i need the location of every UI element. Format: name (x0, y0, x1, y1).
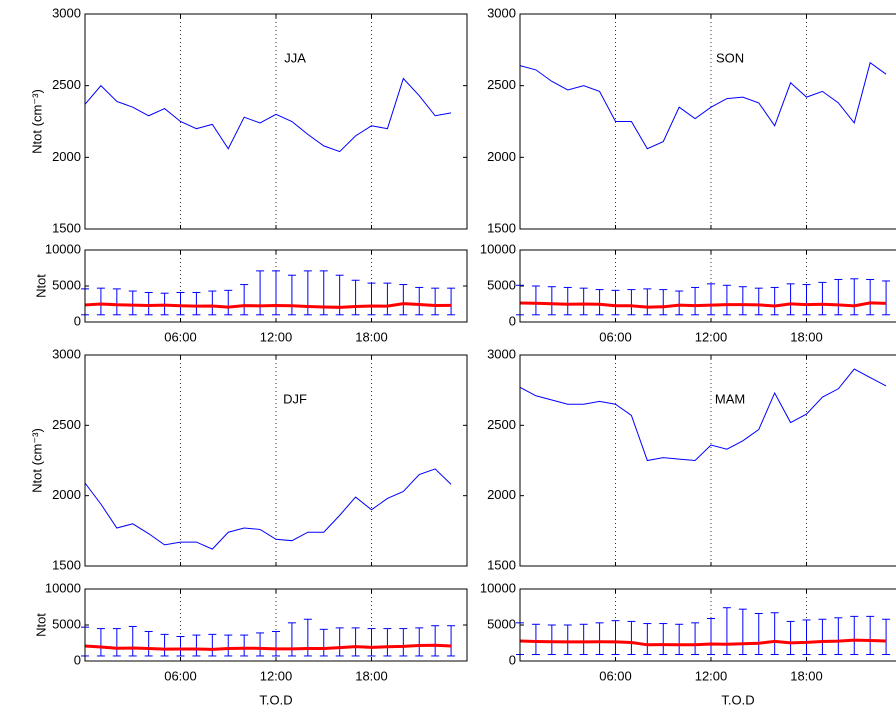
x-tick-label: 06:00 (599, 329, 632, 344)
mean-line (519, 638, 887, 647)
data-line (519, 368, 887, 462)
plot-frame (84, 249, 468, 323)
y-tick-label: 10000 (45, 580, 81, 595)
x-tick-label: 18:00 (790, 329, 823, 344)
y-tick-label: 2000 (487, 149, 516, 164)
y-tick-label: 2500 (487, 417, 516, 432)
x-axis-label: T.O.D (259, 692, 292, 707)
x-tick-label: 06:00 (164, 329, 197, 344)
plot-background (520, 250, 896, 322)
plot-background (520, 589, 896, 661)
y-tick-label: 10000 (480, 241, 516, 256)
y-tick-label: 1500 (52, 557, 81, 572)
x-tick-label: 18:00 (355, 668, 388, 683)
x-tick-label: 06:00 (164, 668, 197, 683)
y-tick-label: 2500 (487, 77, 516, 92)
y-tick-label: 2000 (487, 487, 516, 502)
y-tick-label: 5000 (487, 277, 516, 292)
y-tick-label: 10000 (480, 580, 516, 595)
x-tick-label: 12:00 (695, 668, 728, 683)
plot-background (85, 355, 467, 566)
plot-frame (519, 13, 896, 230)
x-axis-label: T.O.D (721, 692, 754, 707)
y-tick-label: 1500 (487, 220, 516, 235)
plot-frame (84, 354, 468, 567)
y-tick-label: 5000 (487, 616, 516, 631)
panel-title: MAM (715, 391, 745, 406)
plot-background (520, 14, 896, 229)
y-tick-label: 5000 (52, 277, 81, 292)
y-tick-label: 2000 (52, 149, 81, 164)
plot-frame (519, 249, 896, 323)
x-tick-label: 12:00 (260, 329, 293, 344)
y-tick-label: 0 (509, 313, 516, 328)
plot-background (85, 14, 467, 229)
x-tick-label: 06:00 (599, 668, 632, 683)
x-tick-label: 18:00 (355, 329, 388, 344)
y-axis-label: Ntot (33, 274, 48, 298)
y-axis-label: Ntot (cm⁻³) (29, 428, 44, 493)
y-tick-label: 3000 (52, 346, 81, 361)
y-tick-label: 0 (74, 313, 81, 328)
y-tick-label: 1500 (487, 557, 516, 572)
y-tick-label: 0 (74, 652, 81, 667)
x-tick-label: 18:00 (790, 668, 823, 683)
plot-frame (519, 354, 896, 567)
y-axis-label: Ntot (33, 613, 48, 637)
x-tick-label: 12:00 (695, 329, 728, 344)
y-axis-label: Ntot (cm⁻³) (29, 89, 44, 154)
plot-frame (84, 588, 468, 662)
y-tick-label: 5000 (52, 616, 81, 631)
y-tick-label: 10000 (45, 241, 81, 256)
y-tick-label: 3000 (52, 5, 81, 20)
mean-line (519, 301, 887, 309)
data-line (84, 77, 452, 153)
y-tick-label: 2000 (52, 487, 81, 502)
mean-line (84, 302, 452, 309)
data-line (84, 468, 452, 550)
x-tick-label: 12:00 (260, 668, 293, 683)
panel-title: JJA (284, 50, 306, 65)
plot-frame (519, 588, 896, 662)
y-tick-label: 0 (509, 652, 516, 667)
panel-title: DJF (283, 391, 307, 406)
y-tick-label: 3000 (487, 346, 516, 361)
plot-frame (84, 13, 468, 230)
data-line (519, 61, 887, 150)
y-tick-label: 3000 (487, 5, 516, 20)
panel-title: SON (716, 50, 744, 65)
mean-line (84, 643, 452, 651)
y-tick-label: 2500 (52, 417, 81, 432)
plot-background (520, 355, 896, 566)
y-tick-label: 1500 (52, 220, 81, 235)
y-tick-label: 2500 (52, 77, 81, 92)
